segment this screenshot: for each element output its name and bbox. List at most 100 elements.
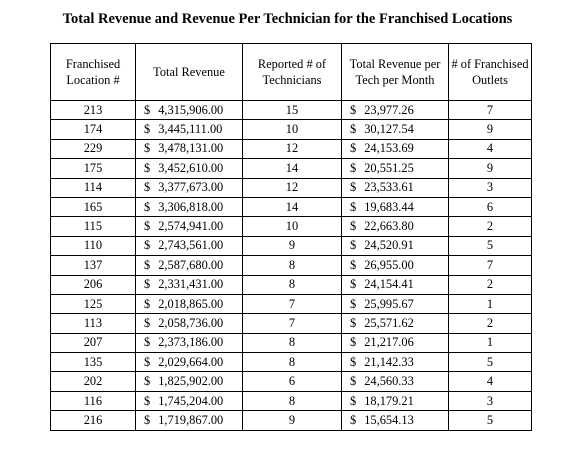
cell-location: 175 [50,158,136,179]
currency-symbol: $ [350,219,357,234]
cell-technicians: 8 [242,332,342,354]
cell-location: 137 [50,255,136,276]
cell-revenue-amount: 2,587,680.00 [158,257,224,272]
cell-revenue: $2,373,186.00 [135,332,243,354]
cell-rev-per-tech-amount: 25,995.67 [364,296,414,311]
table-row: 115 $2,574,941.00 10 $22,663.80 2 [50,216,532,237]
cell-revenue-amount: 1,825,902.00 [158,374,224,389]
cell-rev-per-tech: $21,142.33 [341,352,449,373]
currency-symbol: $ [350,199,357,214]
cell-rev-per-tech: $18,179.21 [341,390,449,412]
currency-symbol: $ [144,180,151,195]
cell-revenue-amount: 2,373,186.00 [158,335,224,350]
table-row: 135 $2,029,664.00 8 $21,142.33 5 [50,352,532,373]
cell-rev-per-tech-amount: 20,551.25 [364,160,414,175]
table-row: 213 $4,315,906.00 15 $23,977.26 7 [50,99,532,121]
currency-symbol: $ [350,102,357,117]
currency-symbol: $ [350,393,357,408]
cell-revenue: $1,719,867.00 [135,410,243,431]
currency-symbol: $ [144,199,151,214]
cell-rev-per-tech: $23,977.26 [341,99,449,121]
currency-symbol: $ [144,335,151,350]
cell-outlets: 3 [448,390,532,412]
cell-location: 114 [50,177,136,198]
cell-outlets: 9 [448,119,532,140]
currency-symbol: $ [350,141,357,156]
currency-symbol: $ [144,238,151,253]
cell-rev-per-tech: $22,663.80 [341,216,449,237]
cell-technicians: 9 [242,235,342,257]
cell-rev-per-tech-amount: 24,560.33 [364,374,414,389]
table-row: 113 $2,058,736.00 7 $25,571.62 2 [50,313,532,334]
cell-revenue: $2,574,941.00 [135,216,243,237]
cell-location: 207 [50,332,136,354]
cell-rev-per-tech: $24,560.33 [341,371,449,392]
cell-location: 110 [50,235,136,257]
currency-symbol: $ [350,412,357,427]
cell-outlets: 1 [448,293,532,315]
cell-revenue: $3,306,818.00 [135,196,243,218]
currency-symbol: $ [144,296,151,311]
currency-symbol: $ [350,180,357,195]
cell-rev-per-tech: $24,153.69 [341,138,449,160]
cell-technicians: 8 [242,255,342,276]
cell-rev-per-tech: $24,154.41 [341,274,449,295]
currency-symbol: $ [144,315,151,330]
currency-symbol: $ [350,277,357,292]
cell-outlets: 5 [448,410,532,431]
currency-symbol: $ [144,141,151,156]
cell-outlets: 6 [448,196,532,218]
cell-rev-per-tech: $19,683.44 [341,196,449,218]
cell-revenue-amount: 4,315,906.00 [158,102,224,117]
table-body: 213 $4,315,906.00 15 $23,977.26 7 174 $3,445,1… [50,99,532,431]
cell-rev-per-tech: $15,654.13 [341,410,449,431]
cell-outlets: 5 [448,235,532,257]
header-rev-per-tech: Total Revenue per Tech per Month [341,43,449,101]
cell-revenue-amount: 3,478,131.00 [158,141,224,156]
cell-rev-per-tech-amount: 26,955.00 [364,257,414,272]
cell-rev-per-tech-amount: 19,683.44 [364,199,414,214]
currency-symbol: $ [350,238,357,253]
cell-rev-per-tech-amount: 18,179.21 [364,393,414,408]
cell-outlets: 7 [448,255,532,276]
cell-revenue-amount: 1,745,204.00 [158,393,224,408]
cell-rev-per-tech-amount: 15,654.13 [364,412,414,427]
currency-symbol: $ [144,354,151,369]
cell-technicians: 10 [242,216,342,237]
table-header-row: Franchised Location # Total Revenue Repo… [50,43,532,101]
cell-technicians: 8 [242,390,342,412]
cell-revenue-amount: 2,574,941.00 [158,219,224,234]
cell-revenue-amount: 2,029,664.00 [158,354,224,369]
cell-rev-per-tech: $26,955.00 [341,255,449,276]
cell-rev-per-tech: $23,533.61 [341,177,449,198]
cell-revenue: $3,445,111.00 [135,119,243,140]
currency-symbol: $ [350,160,357,175]
cell-outlets: 4 [448,138,532,160]
cell-revenue-amount: 3,452,610.00 [158,160,224,175]
table-row: 114 $3,377,673.00 12 $23,533.61 3 [50,177,532,198]
table-row: 174 $3,445,111.00 10 $30,127.54 9 [50,119,532,140]
cell-outlets: 3 [448,177,532,198]
cell-revenue-amount: 2,743,561.00 [158,238,224,253]
cell-revenue: $2,743,561.00 [135,235,243,257]
table-row: 216 $1,719,867.00 9 $15,654.13 5 [50,410,532,431]
cell-outlets: 7 [448,99,532,121]
currency-symbol: $ [350,335,357,350]
table-row: 125 $2,018,865.00 7 $25,995.67 1 [50,293,532,315]
cell-revenue: $1,745,204.00 [135,390,243,412]
cell-outlets: 2 [448,216,532,237]
cell-technicians: 7 [242,313,342,334]
table-row: 137 $2,587,680.00 8 $26,955.00 7 [50,255,532,276]
cell-revenue: $4,315,906.00 [135,99,243,121]
currency-symbol: $ [144,374,151,389]
cell-location: 125 [50,293,136,315]
cell-location: 174 [50,119,136,140]
cell-location: 213 [50,99,136,121]
table-row: 207 $2,373,186.00 8 $21,217.06 1 [50,332,532,354]
page-title: Total Revenue and Revenue Per Technician… [62,11,513,27]
cell-rev-per-tech: $30,127.54 [341,119,449,140]
header-outlets: # of Franchised Outlets [448,43,532,101]
currency-symbol: $ [144,219,151,234]
cell-revenue: $1,825,902.00 [135,371,243,392]
cell-revenue: $3,478,131.00 [135,138,243,160]
